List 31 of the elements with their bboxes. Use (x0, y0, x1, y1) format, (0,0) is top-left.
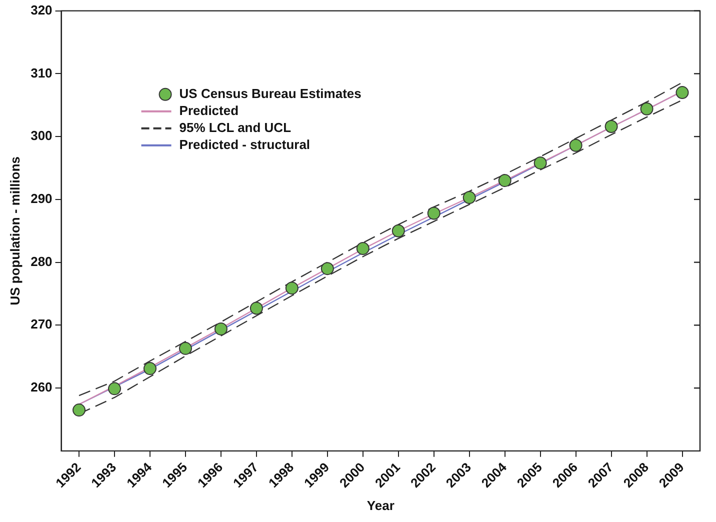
y-tick-label: 290 (30, 191, 52, 206)
legend-label: US Census Bureau Estimates (179, 86, 362, 101)
point (498, 174, 512, 188)
x-axis-title: Year (366, 498, 394, 513)
point (72, 404, 86, 417)
point (569, 138, 582, 152)
y-axis-title: US population - millions (7, 156, 22, 306)
point (392, 224, 405, 238)
point (462, 191, 476, 204)
point (676, 86, 689, 100)
legend-label: Predicted - structural (179, 137, 310, 152)
point (285, 282, 298, 295)
y-tick-label: 260 (30, 380, 52, 395)
legend-label: 95% LCL and UCL (179, 120, 292, 135)
y-tick-label: 300 (30, 128, 52, 144)
point (214, 322, 228, 336)
point (320, 262, 334, 276)
y-tick-label: 280 (30, 254, 52, 269)
point (144, 362, 156, 376)
point (640, 102, 654, 116)
point (427, 206, 440, 220)
point (356, 242, 370, 255)
point (604, 120, 618, 133)
point (178, 342, 192, 355)
point (250, 302, 263, 315)
y-tick-label: 310 (30, 65, 52, 80)
point (108, 382, 122, 396)
point (534, 156, 547, 170)
y-tick-label: 270 (30, 316, 52, 332)
y-tick-label: 320 (30, 2, 52, 18)
legend-label: Predicted (179, 103, 239, 118)
